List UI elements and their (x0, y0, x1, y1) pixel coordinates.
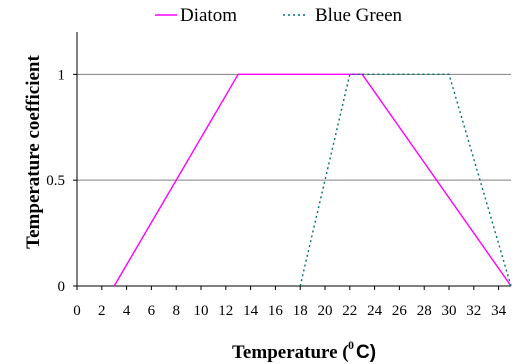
series-line-blue-green (299, 73, 512, 287)
x-tick-label-2: 4 (123, 303, 131, 319)
x-tick-label-8: 16 (268, 303, 284, 319)
axes (73, 32, 511, 290)
x-tick-label-15: 30 (442, 303, 457, 319)
x-axis-title-prefix: Temperature ( (232, 342, 349, 363)
gridlines (77, 73, 511, 181)
x-axis-title-unit: C) (356, 342, 376, 363)
x-tick-label-6: 12 (218, 303, 233, 319)
legend-label-diatom: Diatom (180, 5, 237, 26)
y-axis-title: Temperature coefficient (23, 55, 44, 249)
x-tick-label-0: 0 (73, 303, 81, 319)
x-tick-label-10: 20 (318, 303, 333, 319)
series-line-diatom (113, 73, 512, 287)
x-tick-label-3: 6 (148, 303, 156, 319)
x-tick-label-13: 26 (392, 303, 408, 319)
series-layer (113, 73, 512, 287)
x-tick-label-14: 28 (417, 303, 432, 319)
x-tick-label-1: 2 (98, 303, 106, 319)
x-tick-label-9: 18 (293, 303, 308, 319)
y-axis-tick-labels: 00.51 (46, 67, 65, 295)
x-tick-label-4: 8 (172, 303, 180, 319)
x-tick-label-11: 22 (342, 303, 357, 319)
legend-label-blue-green: Blue Green (315, 5, 403, 26)
legend: Diatom Blue Green (155, 5, 403, 26)
x-tick-label-16: 32 (466, 303, 481, 319)
x-tick-label-5: 10 (194, 303, 209, 319)
y-tick-label-2: 1 (58, 67, 66, 83)
x-axis-title: Temperature ( 0 C) (232, 338, 376, 363)
x-axis-title-degree: 0 (348, 338, 354, 352)
plot-area (73, 32, 512, 290)
y-tick-label-1: 0.5 (46, 173, 65, 189)
x-tick-label-17: 34 (491, 303, 507, 319)
x-tick-label-12: 24 (367, 303, 383, 319)
x-tick-label-7: 14 (243, 303, 259, 319)
x-axis-tick-labels: 0 2 4 6 8 10 12 14 16 18 20 22 24 26 28 30 32 34 (73, 303, 506, 319)
y-tick-label-0: 0 (58, 279, 66, 295)
